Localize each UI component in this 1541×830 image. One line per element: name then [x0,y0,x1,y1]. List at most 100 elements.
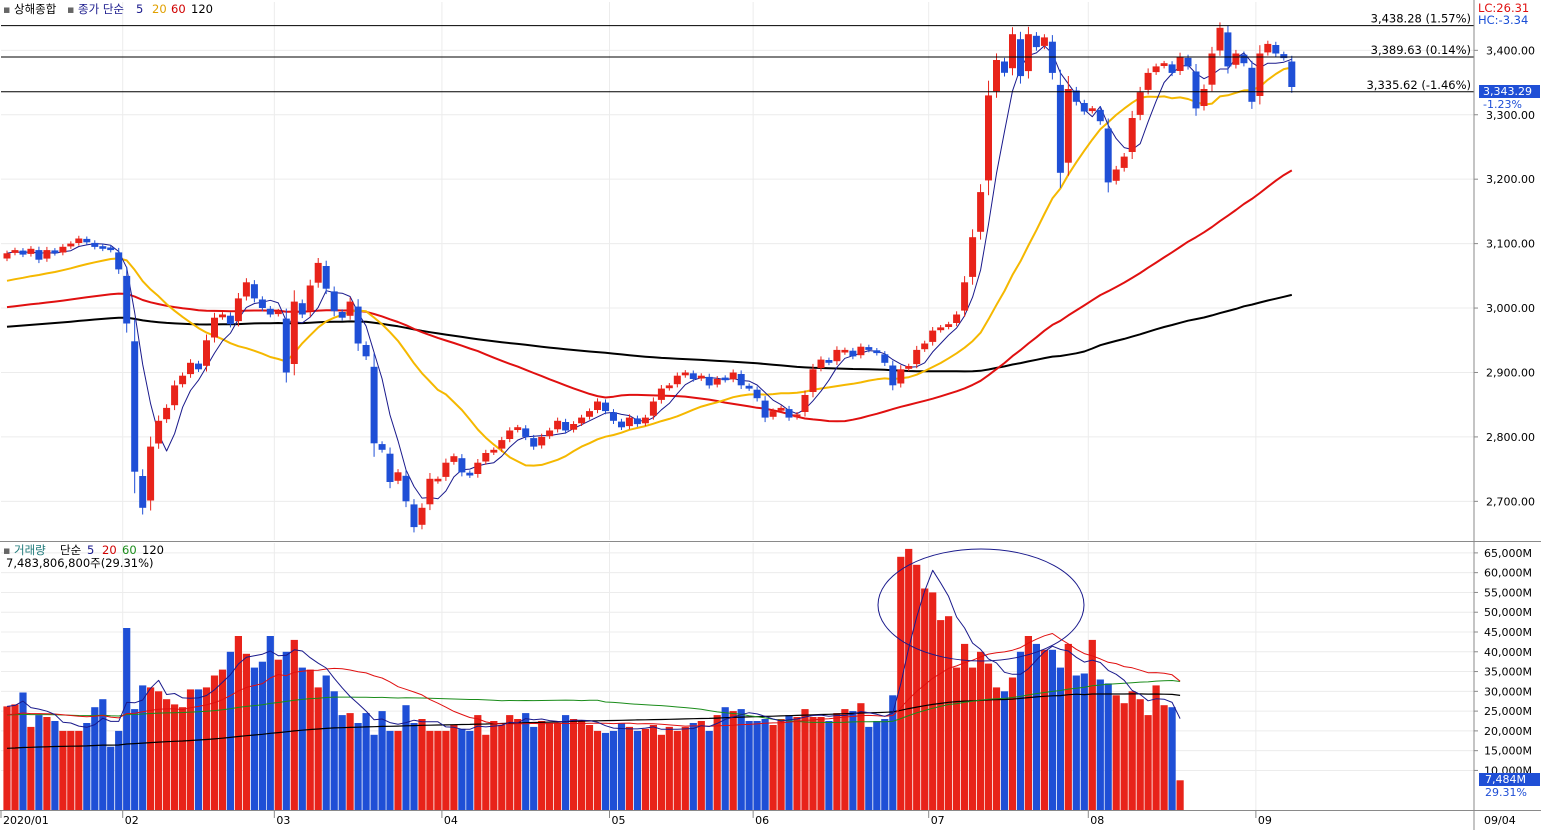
volume-bar [354,723,362,810]
candle-body [1080,103,1088,112]
candle-body [530,438,538,447]
candle-body [937,327,945,331]
x-tick-label: 05 [611,814,625,827]
candle-body [1248,67,1256,102]
candle-body [155,420,163,444]
candle-body [961,282,969,311]
candle-body [745,385,753,389]
volume-bar [394,730,402,810]
ma-period-5: 5 [136,2,143,16]
volume-bar [865,726,873,810]
candle-body [905,366,913,369]
candle-body [466,472,474,476]
price-tick-label: 2,900.00 [1486,366,1535,379]
price-tick-label: 3,100.00 [1486,238,1535,251]
volume-bar [657,734,665,810]
volume-ma-label: 단순 [60,543,81,557]
candle-body [322,266,330,289]
candle-body [761,400,769,418]
candle-body [1176,56,1184,71]
volume-bar [1176,780,1184,810]
candle-body [1216,27,1224,51]
volume-bar [1112,695,1120,810]
volume-bar [617,723,626,810]
candle-body [873,350,881,354]
volume-bar [1160,705,1168,810]
volume-bar [147,687,155,810]
price-tick-label: 3,200.00 [1486,173,1535,186]
candle-body [945,324,953,327]
volume-bar [593,730,602,810]
volume-bar [67,730,75,810]
volume-bar [546,723,554,810]
candle-body [546,430,554,437]
volume-bar [641,728,649,810]
volume-bar [570,719,578,810]
x-axis-end-label: 09/04 [1484,814,1516,827]
candle-body [3,253,11,259]
volume-bar [330,691,338,810]
candle-body [266,308,274,315]
candle-body [769,411,777,417]
candle-body [234,298,242,322]
volume-bar [506,715,514,810]
volume-bar [833,713,841,810]
ma20-line [6,66,1292,467]
candle-body [490,449,498,453]
candle-body [1112,169,1120,181]
volume-bar [1088,639,1096,810]
candle-body [219,314,226,318]
candle-body [35,250,43,260]
volume-bar [202,687,211,810]
volume-bar [274,659,282,810]
x-tick-label: 06 [755,814,769,827]
candle-body [929,330,937,342]
candle-body [1032,35,1040,48]
volume-bar [242,653,250,810]
volume-bar [977,651,985,810]
volume-bar [753,721,761,810]
x-tick-label: 07 [931,814,945,827]
candle-body [665,385,673,389]
candle-body [506,430,514,439]
volume-bar [370,734,378,810]
candle-body [833,349,841,362]
candle-body [1009,34,1016,69]
candle-body [578,417,586,424]
candle-body [1200,89,1208,106]
ma-period-60: 60 [171,2,186,16]
volume-bar [937,620,945,810]
volume-bar [131,709,139,810]
ma-period-20: 20 [152,2,167,16]
legend-marker-ma: ▪ [67,3,74,16]
volume-tick-label: 35,000M [1484,666,1532,679]
volume-bar [115,730,123,810]
volume-bar [434,730,442,810]
volume-bar [514,719,522,810]
candle-body [673,375,681,385]
volume-bar [250,667,258,810]
volume-bar [530,726,538,810]
volume-bar [761,719,769,810]
volume-bar [1168,707,1176,810]
candle-body [1168,64,1176,73]
volume-bar [905,548,913,810]
candle-body [43,250,51,259]
candle-body [378,444,386,450]
volume-legend-marker: ▪ [3,544,10,557]
volume-bar [945,616,953,810]
candle-body [179,375,187,385]
volume-bar [386,730,394,810]
volume-bar [745,721,753,810]
candle-body [99,246,107,249]
volume-bar [705,730,713,810]
horizontal-lines: 3,438.28 (1.57%) 3,389.63 (0.14%) 3,335.62… [1,12,1474,93]
candle-body [458,458,466,473]
volume-bar [1056,667,1064,810]
candle-body [67,243,75,247]
candle-body [554,420,562,430]
volume-bar [51,721,59,810]
candle-body [897,369,905,384]
